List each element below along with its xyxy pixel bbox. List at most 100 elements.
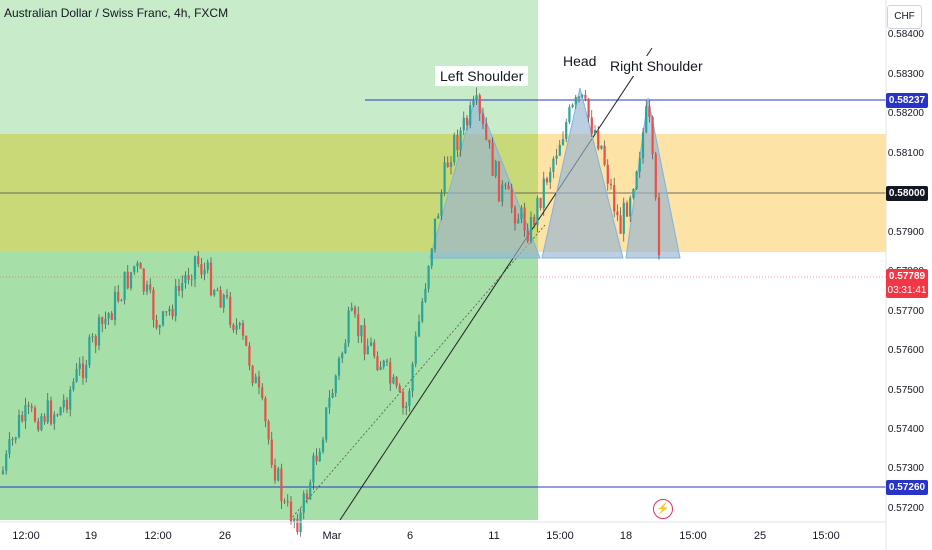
candle-body bbox=[56, 414, 59, 416]
candle-body bbox=[273, 465, 277, 481]
candle-body bbox=[475, 95, 478, 100]
candle-body bbox=[453, 135, 456, 163]
candle-body bbox=[622, 202, 625, 234]
price-tick: 0.58300 bbox=[887, 69, 924, 80]
time-tick: 12:00 bbox=[144, 530, 172, 542]
candle-body bbox=[181, 283, 184, 291]
candle-body bbox=[632, 188, 635, 198]
candle-body bbox=[619, 215, 622, 234]
candle-body bbox=[17, 415, 21, 438]
candle-body bbox=[443, 162, 446, 193]
lightning-alert-icon[interactable]: ⚡ bbox=[653, 499, 673, 519]
candle-body bbox=[72, 381, 75, 390]
candle-body bbox=[53, 414, 56, 424]
candle-body bbox=[261, 387, 264, 399]
candle-body bbox=[254, 376, 257, 384]
candle-body bbox=[110, 313, 113, 320]
time-tick: 15:00 bbox=[546, 530, 574, 542]
candle-body bbox=[408, 391, 411, 406]
currency-selector[interactable]: CHF bbox=[887, 5, 922, 29]
candle-body bbox=[350, 307, 353, 311]
candle-body bbox=[405, 405, 408, 408]
candle-body bbox=[353, 307, 357, 315]
candle-body bbox=[625, 202, 629, 217]
candle-body bbox=[373, 342, 376, 357]
candle-body bbox=[101, 317, 104, 325]
price-tick: 0.57300 bbox=[887, 463, 924, 474]
candle-body bbox=[638, 158, 641, 172]
candle-body bbox=[1, 470, 5, 474]
candle-body bbox=[321, 439, 325, 452]
candle-body bbox=[62, 399, 65, 408]
candle-body bbox=[203, 269, 206, 275]
candle-body bbox=[209, 262, 213, 296]
candle-body bbox=[369, 342, 373, 346]
candle-body bbox=[478, 95, 481, 114]
candle-body bbox=[440, 192, 443, 216]
candle-body bbox=[142, 268, 145, 292]
current-price-tag: 0.57789 bbox=[886, 269, 928, 284]
time-tick: 15:00 bbox=[679, 530, 707, 542]
candle-body bbox=[289, 501, 293, 523]
candle-body bbox=[504, 184, 507, 186]
price-tick: 0.57900 bbox=[887, 227, 924, 238]
price-tick: 0.57600 bbox=[887, 345, 924, 356]
price-tick: 0.58200 bbox=[887, 108, 924, 119]
candle-body bbox=[200, 264, 203, 275]
candle-body bbox=[152, 289, 155, 321]
candle-body bbox=[190, 279, 193, 281]
candle-body bbox=[459, 130, 462, 151]
candle-body bbox=[171, 308, 174, 317]
candle-body bbox=[296, 518, 299, 533]
candle-body bbox=[222, 294, 225, 308]
candle-body bbox=[590, 117, 593, 134]
left-shoulder-label: Left Shoulder bbox=[435, 66, 529, 86]
candle-body bbox=[293, 518, 296, 523]
candle-body bbox=[241, 323, 245, 336]
candle-body bbox=[302, 493, 305, 513]
candle-body bbox=[574, 97, 577, 105]
time-tick: 12:00 bbox=[12, 530, 40, 542]
candle-body bbox=[635, 171, 638, 189]
candle-body bbox=[283, 501, 286, 503]
candle-body bbox=[337, 358, 341, 376]
candle-body bbox=[651, 117, 654, 155]
candle-body bbox=[97, 317, 101, 346]
candle-body bbox=[417, 321, 421, 337]
chart-title: Australian Dollar / Swiss Franc, 4h, FXC… bbox=[4, 6, 229, 20]
candle-body bbox=[286, 501, 289, 503]
price-tick: 0.57200 bbox=[887, 503, 924, 514]
candle-body bbox=[30, 406, 33, 408]
candle-body bbox=[257, 376, 261, 388]
candle-body bbox=[65, 399, 69, 410]
candle-body bbox=[177, 286, 181, 291]
candle-body bbox=[555, 155, 558, 159]
candle-body bbox=[88, 336, 91, 366]
candle-body bbox=[526, 230, 529, 242]
candle-body bbox=[14, 437, 17, 440]
candle-body bbox=[219, 290, 222, 308]
head-label: Head bbox=[563, 53, 597, 69]
candle-body bbox=[59, 407, 62, 416]
head-triangle bbox=[541, 87, 624, 259]
candle-body bbox=[401, 391, 405, 408]
trend-line-dashed bbox=[289, 224, 546, 521]
candle-body bbox=[27, 405, 30, 407]
candle-body bbox=[78, 363, 81, 369]
candle-body bbox=[251, 365, 254, 384]
candle-body bbox=[539, 197, 542, 209]
candle-body bbox=[24, 405, 27, 422]
candle-body bbox=[312, 455, 315, 483]
candle-body bbox=[69, 389, 72, 410]
candle-body bbox=[456, 135, 459, 151]
candle-body bbox=[315, 455, 318, 462]
candle-body bbox=[536, 197, 539, 225]
candle-body bbox=[325, 407, 328, 440]
candle-body bbox=[584, 94, 587, 99]
candle-body bbox=[158, 325, 161, 328]
trend-line bbox=[339, 47, 653, 521]
candle-body bbox=[277, 468, 280, 481]
candle-body bbox=[376, 356, 379, 370]
candle-body bbox=[657, 197, 661, 256]
